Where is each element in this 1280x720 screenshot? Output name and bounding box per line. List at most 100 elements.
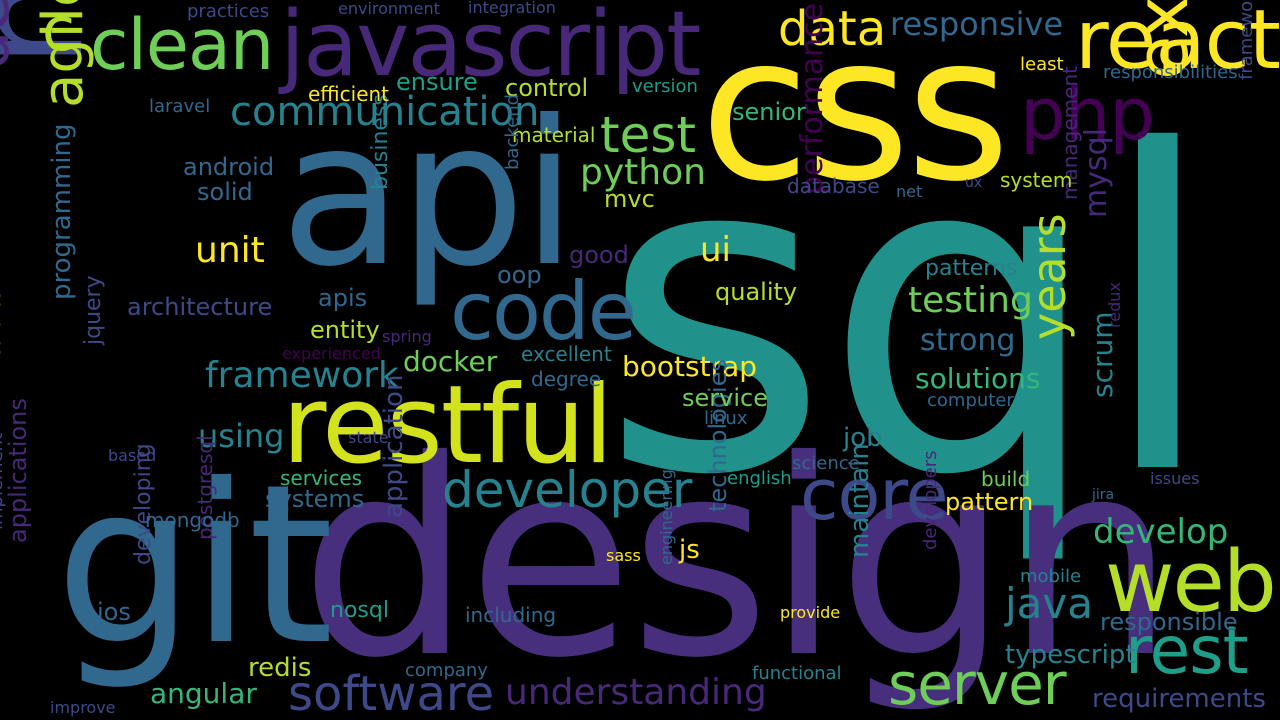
word-sass: sass [606,546,641,565]
word-oop: oop [497,261,542,289]
word-java: java [1005,579,1093,628]
word-linux: linux [704,408,748,429]
word-web: web [1105,533,1277,632]
word-android: android [183,153,275,181]
word-responsible: responsible [1100,608,1238,636]
word-application: application [379,374,409,518]
word-spring: spring [382,327,432,346]
word-js: js [679,535,700,565]
word-ux: ux [965,175,983,191]
word-php: php [1020,72,1155,156]
word-build: build [981,467,1031,491]
word-including: including [465,603,557,627]
word-mobile: mobile [1020,566,1082,587]
word-developer: developer [442,461,693,519]
word-control: control [505,74,589,102]
word-core: core [800,454,949,536]
word-applications: applications [4,398,32,543]
word-system: system [1000,168,1073,192]
word-backend: backend [502,93,523,170]
word-mvc: mvc [604,185,655,213]
word-functional: functional [752,663,842,684]
word-clean: clean [90,4,274,86]
word-good: good [569,241,629,269]
word-framework: framework [205,355,399,396]
word-server: server [888,650,1067,718]
word-typescript: typescript [1005,640,1136,670]
word-jquery: jquery [81,275,106,345]
word-data: data [778,1,887,57]
word-c: c [42,0,75,65]
word-requirements: requirements [1092,684,1266,714]
word-redux: redux [1105,282,1124,328]
word-engineering: engineering [657,469,676,565]
word-development: development [0,0,23,70]
word-testing: testing [908,280,1033,321]
word-redis: redis [248,653,312,683]
word-practices: practices [187,1,270,22]
word-implement: implement [0,432,7,530]
word-english: english [727,468,792,489]
word-apis: apis [318,284,368,312]
word-degree: degree [531,367,602,391]
word-git: git [55,437,334,693]
word-unit: unit [195,230,265,271]
word-integration: integration [468,0,556,17]
word-service: service [682,384,768,412]
word-database: database [787,174,880,198]
word-mysql: mysql [1079,128,1114,218]
word-jira: jira [1092,487,1115,503]
word-patterns: patterns [925,256,1018,281]
word-test: test [600,106,697,164]
word-architecture: architecture [127,293,273,321]
word-develop: develop [1093,512,1229,552]
word-state: state [348,428,389,447]
word-solid: solid [197,178,253,206]
word-sql: sql [600,59,1219,571]
word-developers: developers [920,450,941,550]
word-efficient: efficient [308,82,390,106]
word-responsive: responsive [890,5,1064,43]
word-communication: communication [230,89,540,135]
word-rest: rest [1125,612,1249,689]
word-provide: provide [780,603,841,622]
word-ui: ui [700,230,731,270]
word-years: years [1022,213,1076,340]
word-responsibilities: responsibilities [1103,62,1238,83]
word-experienced: experienced [282,344,381,363]
word-strong: strong [920,323,1016,358]
word-pattern: pattern [945,488,1034,516]
word-css: css [700,0,1010,226]
word-least: least [1020,54,1064,75]
word-angular: angular [150,677,257,710]
word-services: services [280,466,363,490]
word-software: software [288,666,495,720]
word-ios: ios [97,598,131,626]
word-docker: docker [403,345,498,378]
word-material: material [512,123,596,147]
word-python: python [580,152,706,193]
word-net: net [896,182,923,201]
word-job: job [843,423,883,453]
word-solutions: solutions [915,362,1041,395]
word-improve: improve [50,698,116,717]
word-excellent: excellent [521,342,612,366]
word-api: api [280,78,577,311]
word-systems: systems [265,485,365,513]
word-ensure: ensure [396,68,478,96]
word-entity: entity [310,316,380,344]
word-react: react [1075,0,1280,88]
word-nosql: nosql [330,598,389,623]
word-based: based [108,446,157,465]
word-quality: quality [715,278,798,306]
word-version: version [632,76,698,97]
word-environment: environment [338,0,440,18]
word-computer: computer [927,390,1014,411]
word-frameworks: frameworks [1236,0,1257,80]
word-senior: senior [732,98,806,126]
word-understanding: understanding [505,672,767,713]
word-bootstrap: bootstrap [622,350,758,383]
word-issues: issues [1150,469,1200,488]
word-javascript: javascript [280,0,701,97]
